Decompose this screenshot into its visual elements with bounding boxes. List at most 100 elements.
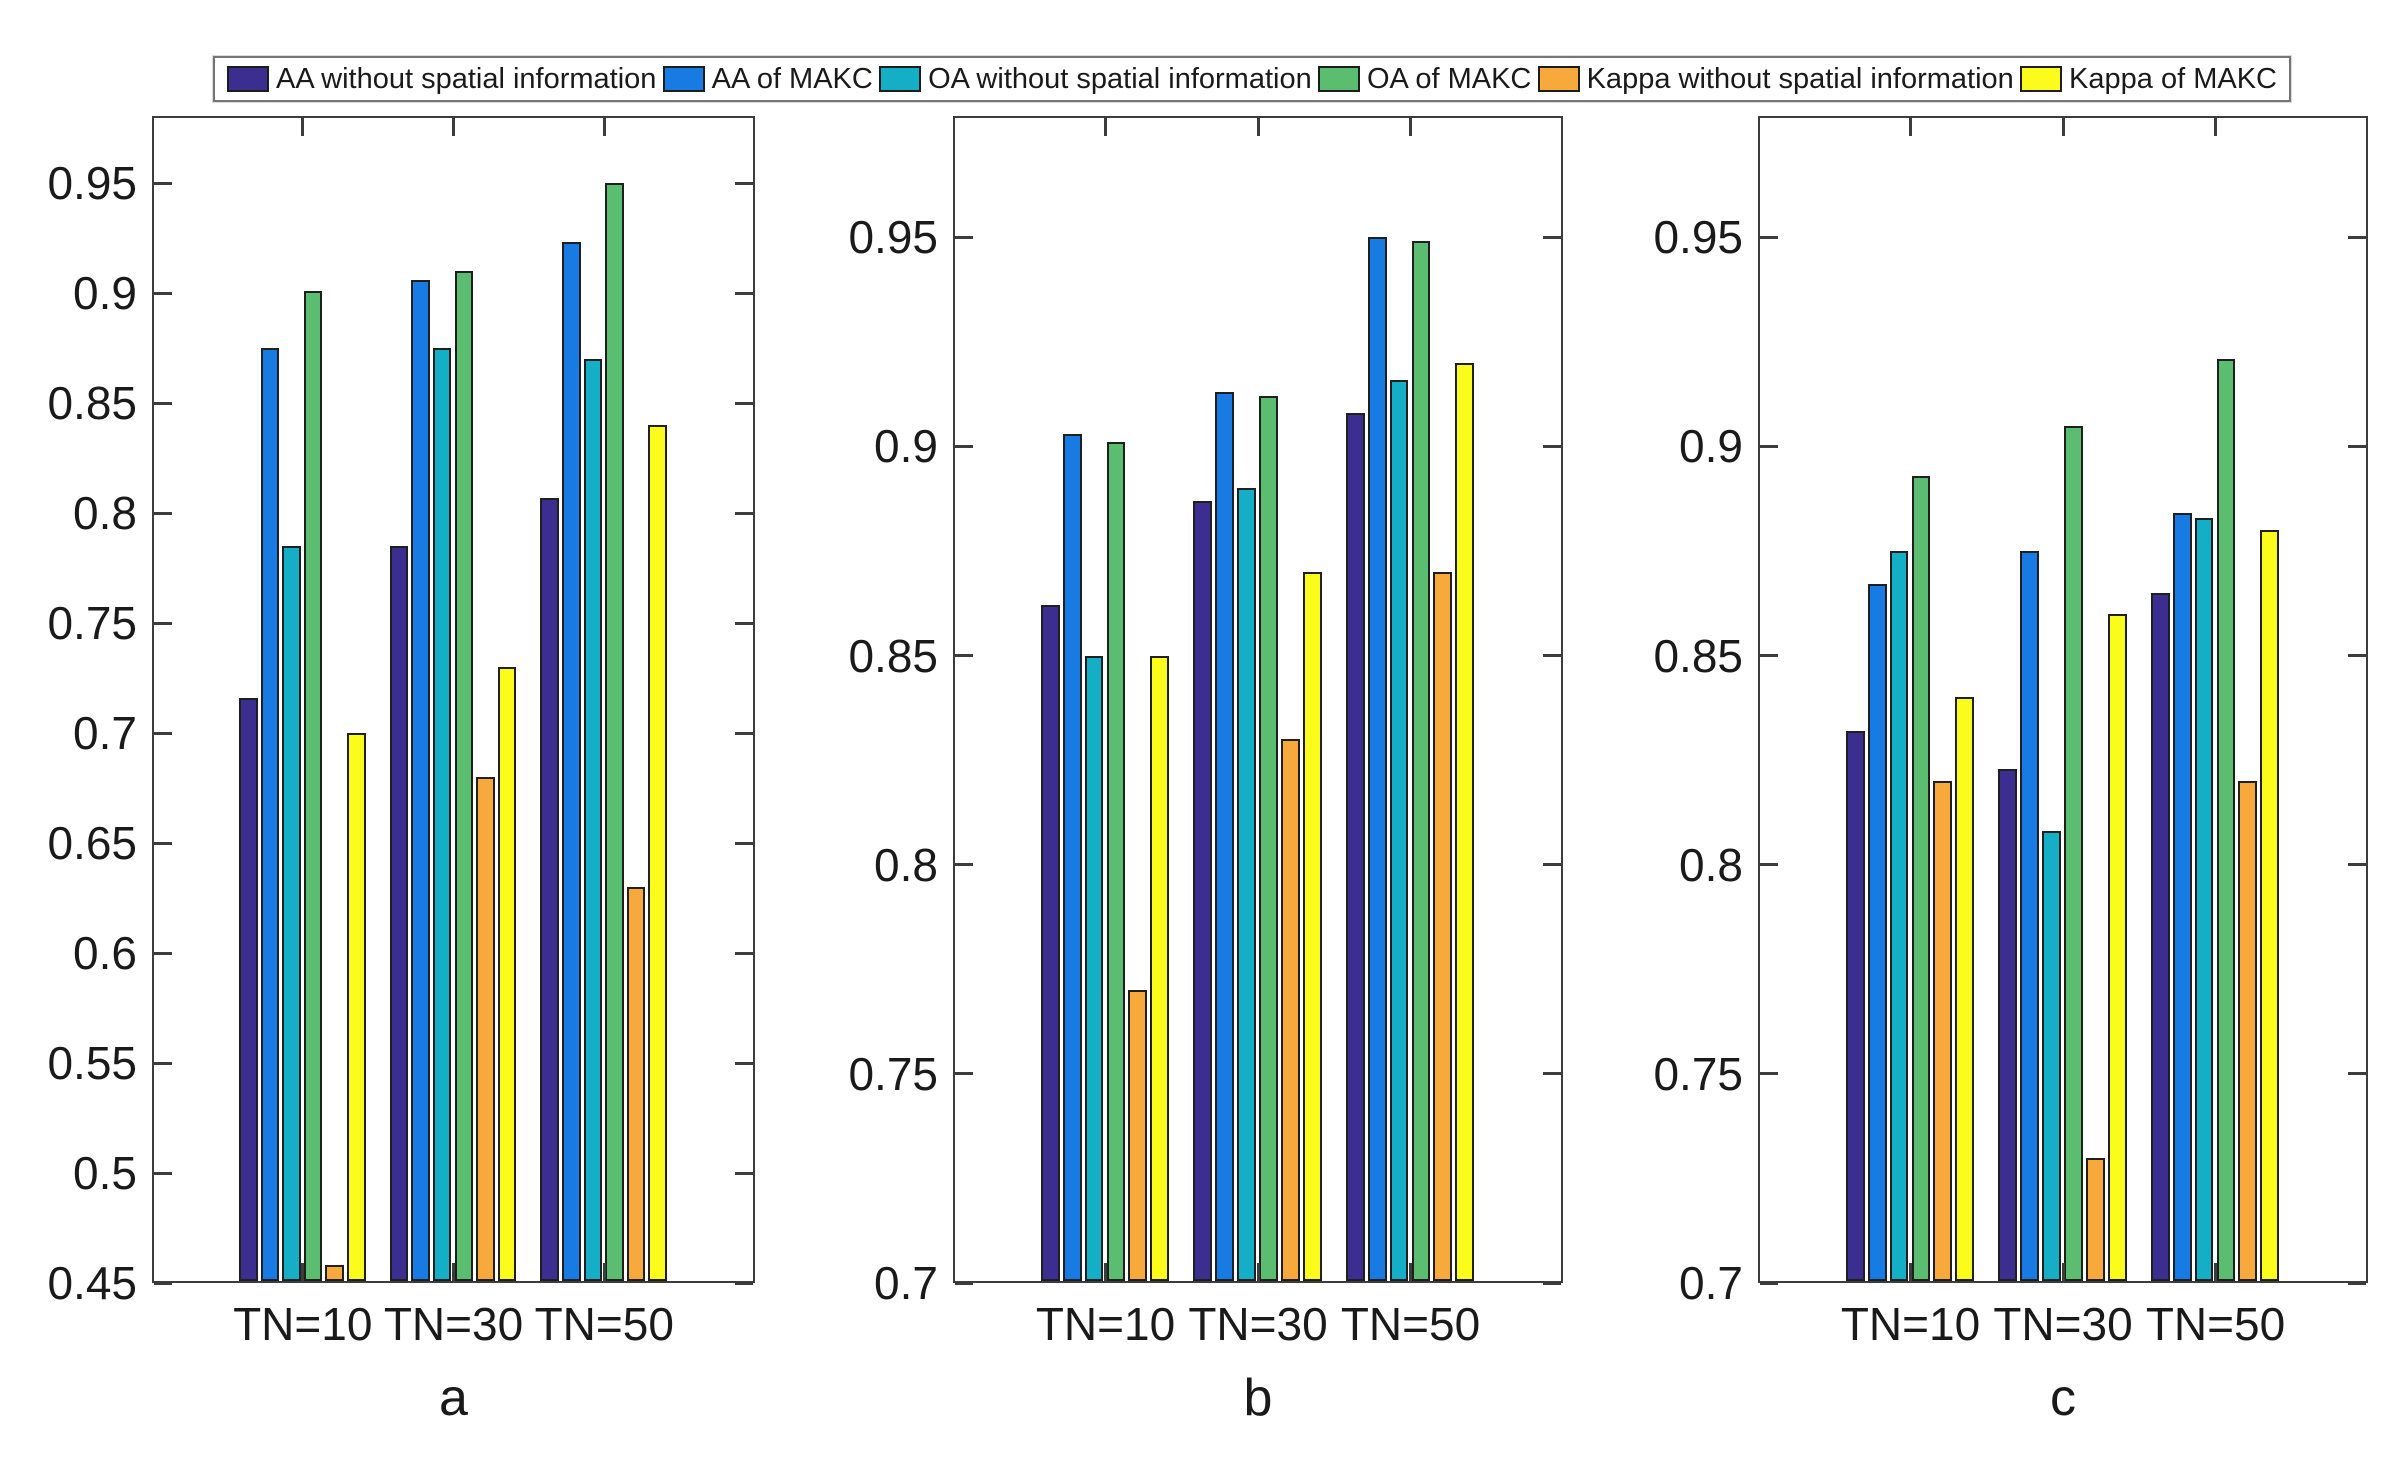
y-tick-mark <box>154 181 172 185</box>
y-tick-label: 0.95 <box>848 211 938 264</box>
x-tick-mark <box>1409 118 1412 136</box>
bar <box>476 777 495 1281</box>
y-tick-mark <box>735 621 753 625</box>
y-tick-mark <box>1543 235 1561 239</box>
plot-box <box>152 116 755 1283</box>
subplot-label: a <box>439 1369 468 1427</box>
bar <box>1955 697 1975 1281</box>
x-tick-label: TN=10 <box>1840 1298 1981 1350</box>
y-tick-label: 0.85 <box>848 629 938 682</box>
y-tick-label: 0.75 <box>848 1047 938 1100</box>
x-tick-mark <box>1409 1263 1412 1281</box>
legend-label: OA of MAKC <box>1366 63 1532 95</box>
y-tick-mark <box>735 511 753 515</box>
y-tick-mark <box>1543 444 1561 448</box>
bar <box>2020 551 2040 1281</box>
bar <box>562 242 581 1281</box>
y-tick-mark <box>955 863 973 867</box>
y-tick-mark <box>1543 1072 1561 1076</box>
bar <box>1062 433 1082 1281</box>
y-tick-label: 0.8 <box>73 487 137 540</box>
bar <box>1215 392 1235 1281</box>
y-tick-mark <box>1760 235 1778 239</box>
bar <box>2216 358 2236 1281</box>
y-tick-mark <box>154 841 172 845</box>
y-tick-mark <box>955 444 973 448</box>
y-tick-label: 0.45 <box>47 1257 137 1309</box>
legend-swatch-icon <box>1537 66 1580 92</box>
bar <box>238 697 258 1281</box>
bar <box>1106 442 1126 1281</box>
y-tick-mark <box>735 1281 753 1285</box>
bar <box>282 546 301 1281</box>
y-tick-mark <box>735 731 753 735</box>
bar <box>1128 990 1148 1281</box>
x-tick-mark <box>2061 1263 2065 1281</box>
plot-box <box>1758 116 2368 1283</box>
x-tick-mark <box>2214 1263 2217 1281</box>
y-tick-mark <box>955 1281 973 1285</box>
bar <box>1302 571 1322 1281</box>
legend-label: AA of MAKC <box>711 63 873 95</box>
bar <box>1455 362 1475 1281</box>
y-tick-label: 0.75 <box>47 597 137 650</box>
bar <box>1389 379 1409 1281</box>
y-tick-label: 0.75 <box>1653 1047 1743 1100</box>
y-tick-label: 0.95 <box>47 157 137 210</box>
bar <box>1280 739 1300 1281</box>
y-tick-label: 0.5 <box>73 1147 137 1199</box>
bar <box>2042 831 2061 1281</box>
bar <box>1845 730 1865 1281</box>
y-tick-mark <box>154 951 172 955</box>
y-tick-mark <box>154 1281 172 1285</box>
y-tick-mark <box>1760 444 1778 448</box>
y-tick-mark <box>735 401 753 405</box>
bar <box>1889 551 1909 1281</box>
plot-box <box>953 116 1563 1283</box>
x-tick-mark <box>1104 1263 1107 1281</box>
x-tick-label: TN=10 <box>1035 1298 1176 1350</box>
bar <box>325 1265 344 1281</box>
x-tick-mark <box>1104 118 1107 136</box>
bar <box>1933 781 1953 1281</box>
x-tick-mark <box>602 118 606 136</box>
x-tick-mark <box>452 118 455 136</box>
bar <box>2085 1157 2105 1281</box>
bar <box>2194 517 2214 1281</box>
legend-item: AA of MAKC <box>662 56 873 102</box>
legend-swatch-icon <box>2020 66 2063 92</box>
y-tick-mark <box>2348 863 2366 867</box>
bar <box>2238 781 2258 1281</box>
y-tick-mark <box>735 1171 753 1175</box>
y-tick-label: 0.9 <box>1679 420 1743 473</box>
y-tick-label: 0.6 <box>73 927 137 980</box>
subplot-label: c <box>2050 1369 2076 1427</box>
y-tick-mark <box>1543 654 1561 658</box>
y-tick-label: 0.85 <box>1653 629 1743 682</box>
y-tick-mark <box>154 291 172 295</box>
bar <box>411 279 430 1281</box>
y-tick-mark <box>2348 444 2366 448</box>
legend: AA without spatial information AA of MAKC… <box>213 56 2291 102</box>
y-tick-label: 0.7 <box>874 1257 938 1309</box>
bar <box>2150 592 2170 1281</box>
bar <box>497 667 517 1281</box>
x-tick-label: TN=30 <box>1993 1298 2133 1350</box>
x-tick-mark <box>1909 1263 1912 1281</box>
bar <box>2064 425 2083 1281</box>
y-tick-mark <box>1543 863 1561 867</box>
x-tick-label: TN=50 <box>2145 1298 2286 1350</box>
bar <box>540 497 560 1281</box>
x-tick-mark <box>1256 118 1260 136</box>
y-tick-mark <box>1760 1281 1778 1285</box>
bar <box>1259 396 1278 1281</box>
x-tick-label: TN=50 <box>1340 1298 1481 1350</box>
bar <box>454 271 474 1281</box>
y-tick-mark <box>154 401 172 405</box>
x-tick-label: TN=10 <box>233 1298 373 1350</box>
bar <box>1193 500 1213 1281</box>
x-tick-mark <box>2214 118 2217 136</box>
y-tick-mark <box>735 1061 753 1065</box>
legend-label: AA without spatial information <box>276 63 657 95</box>
